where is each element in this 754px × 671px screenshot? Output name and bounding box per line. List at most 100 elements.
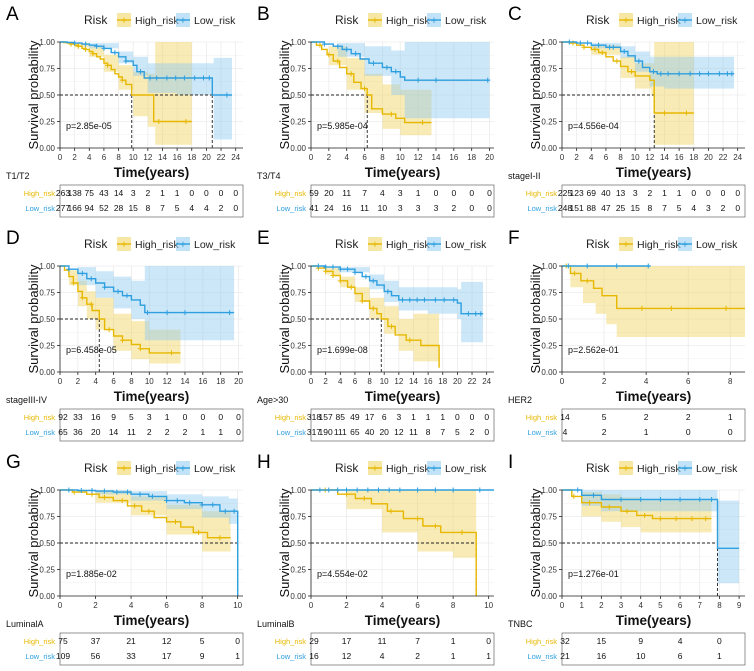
low-risk-censor-mark bbox=[451, 297, 457, 303]
risk-count-low: 8 bbox=[647, 203, 652, 213]
risk-count-high: 138 bbox=[68, 188, 82, 198]
low-risk-censor-mark bbox=[353, 51, 359, 57]
y-tick-label: 0.25 bbox=[290, 118, 306, 127]
low-risk-censor-mark bbox=[210, 502, 216, 508]
risk-count-low: 4 bbox=[189, 203, 194, 213]
high-risk-curve bbox=[562, 41, 694, 114]
high-risk-censor-mark bbox=[323, 268, 329, 274]
subgroup-label: LuminalB bbox=[257, 619, 295, 629]
subgroup-label: T3/T4 bbox=[257, 171, 281, 181]
legend-item-high-risk: + High_risk bbox=[368, 13, 431, 27]
legend-label: High_risk bbox=[637, 239, 682, 251]
low-risk-censor-mark bbox=[125, 489, 131, 495]
y-tick-label: 0.50 bbox=[39, 539, 55, 548]
y-tick-label: 0.75 bbox=[290, 65, 306, 74]
risk-count-low: 15 bbox=[128, 203, 138, 213]
p-value-label: p=6.458e-05 bbox=[66, 345, 117, 355]
x-tick-label: 6 bbox=[686, 377, 691, 386]
risk-count-high: 0 bbox=[200, 412, 205, 422]
legend-label: High_risk bbox=[637, 15, 682, 27]
high-risk-censor-mark bbox=[172, 519, 178, 525]
high-risk-censor-mark bbox=[657, 516, 663, 522]
legend-key-cross: + bbox=[431, 463, 437, 475]
low-risk-censor-mark bbox=[614, 263, 620, 269]
low-risk-censor-mark bbox=[173, 75, 179, 81]
x-tick-label: 8 bbox=[728, 377, 733, 386]
low-risk-censor-mark bbox=[352, 269, 358, 275]
legend-key-cross: + bbox=[623, 463, 629, 475]
low-risk-censor-mark bbox=[83, 41, 89, 47]
legend-key-cross: + bbox=[121, 239, 127, 251]
high-risk-curve bbox=[311, 489, 477, 596]
legend-item-low-risk: + Low_risk bbox=[176, 461, 236, 475]
low-risk-censor-mark bbox=[344, 487, 350, 493]
x-tick-label: 6 bbox=[111, 377, 116, 386]
risk-table-frame bbox=[561, 408, 746, 442]
risk-count-low: 21 bbox=[560, 651, 570, 661]
legend-item-high-risk: + High_risk bbox=[117, 237, 180, 251]
x-axis-title: Time(years) bbox=[114, 389, 190, 404]
risk-count-low: 3 bbox=[416, 203, 421, 213]
risk-count-high: 0 bbox=[691, 188, 696, 198]
panel-letter: F bbox=[508, 228, 520, 249]
risk-row-label-low: Low_risk bbox=[276, 652, 306, 661]
x-tick-label: 20 bbox=[453, 377, 462, 386]
y-tick-label: 0.00 bbox=[39, 144, 55, 153]
legend-title: Risk bbox=[586, 237, 610, 251]
legend-label: High_risk bbox=[637, 463, 682, 475]
low-risk-censor-mark bbox=[400, 297, 405, 303]
x-tick-label: 16 bbox=[424, 377, 433, 386]
x-tick-label: 24 bbox=[482, 377, 491, 386]
p-value-label: p=2.562e-01 bbox=[568, 345, 619, 355]
high-risk-censor-mark bbox=[119, 77, 125, 83]
low-risk-censor-mark bbox=[231, 508, 237, 514]
x-tick-label: 8 bbox=[116, 153, 121, 162]
x-tick-label: 14 bbox=[158, 153, 167, 162]
risk-table: High_riskLow_risk31831715719085111496517… bbox=[275, 408, 495, 442]
km-panel-f: F Risk + High_risk + Low_risk0.000.250.500.75… bbox=[508, 228, 746, 442]
low-risk-confidence-band bbox=[311, 266, 483, 343]
risk-count-low: 36 bbox=[73, 427, 83, 437]
risk-count-low: 11 bbox=[127, 427, 136, 437]
low-risk-censor-mark bbox=[729, 71, 735, 77]
risk-row-label-high: High_risk bbox=[526, 413, 558, 422]
y-tick-label: 0.75 bbox=[541, 65, 557, 74]
risk-count-low: 24 bbox=[324, 203, 334, 213]
legend-label: Low_risk bbox=[194, 239, 236, 251]
risk-count-low: 40 bbox=[365, 427, 375, 437]
risk-count-high: 263 bbox=[56, 188, 70, 198]
risk-count-low: 47 bbox=[601, 203, 611, 213]
legend-key-cross: + bbox=[180, 463, 186, 475]
km-panel-e: E Risk + High_risk + Low_risk0.000.250.500.75… bbox=[257, 228, 495, 442]
x-tick-label: 8 bbox=[451, 601, 456, 610]
legend-item-low-risk: + Low_risk bbox=[427, 13, 487, 27]
risk-count-high: 16 bbox=[91, 412, 101, 422]
risk-count-high: 33 bbox=[73, 412, 83, 422]
low-risk-censor-mark bbox=[206, 75, 212, 81]
low-risk-censor-mark bbox=[365, 487, 371, 493]
legend-key-cross: + bbox=[682, 239, 688, 251]
low-risk-censor-mark bbox=[222, 508, 228, 514]
x-tick-label: 0 bbox=[560, 153, 565, 162]
low-risk-censor-mark bbox=[386, 487, 392, 493]
risk-count-high: 85 bbox=[336, 412, 346, 422]
x-tick-label: 20 bbox=[704, 153, 713, 162]
high-risk-censor-mark bbox=[571, 493, 577, 499]
risk-count-low: 0 bbox=[484, 427, 489, 437]
x-axis-title: Time(years) bbox=[365, 165, 441, 180]
y-axis-title: Survival probability bbox=[26, 40, 41, 150]
x-tick-label: 8 bbox=[380, 153, 385, 162]
risk-count-high: 6 bbox=[382, 412, 387, 422]
x-tick-label: 0 bbox=[560, 377, 565, 386]
low-risk-censor-mark bbox=[115, 288, 121, 294]
y-tick-label: 0.00 bbox=[290, 368, 306, 377]
x-tick-label: 24 bbox=[733, 153, 742, 162]
risk-count-high: 1 bbox=[175, 188, 180, 198]
low-risk-censor-mark bbox=[164, 498, 170, 504]
low-risk-censor-mark bbox=[200, 75, 206, 81]
risk-count-high: 2 bbox=[647, 188, 652, 198]
risk-count-low: 1 bbox=[451, 651, 456, 661]
low-risk-censor-mark bbox=[677, 497, 683, 503]
legend-item-low-risk: + Low_risk bbox=[427, 237, 487, 251]
risk-count-high: 3 bbox=[633, 188, 638, 198]
